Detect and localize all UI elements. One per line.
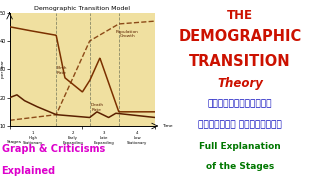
Text: Time: Time [163, 124, 173, 128]
Text: TRANSITION: TRANSITION [189, 54, 291, 69]
Y-axis label: Births and Deaths
per Thousand
per Year: Births and Deaths per Thousand per Year [0, 50, 5, 89]
Text: 3
Late
Expanding: 3 Late Expanding [93, 131, 114, 145]
Text: जनसांख्यिकीय: जनसांख्यिकीय [208, 99, 272, 108]
Text: Full Explanation: Full Explanation [199, 142, 281, 151]
Text: 4
Low
Stationary: 4 Low Stationary [127, 131, 147, 145]
Text: of the Stages: of the Stages [206, 162, 274, 171]
Text: Population
Growth: Population Growth [116, 30, 139, 38]
Text: संक्रमण सिद्धांत: संक्रमण सिद्धांत [198, 121, 282, 130]
Text: Death
Rate: Death Rate [90, 103, 104, 112]
Text: THE: THE [227, 9, 253, 22]
Text: 2
Early
Expanding: 2 Early Expanding [63, 131, 83, 145]
Text: DEMOGRAPHIC: DEMOGRAPHIC [178, 29, 302, 44]
Text: 1
High
Stationary: 1 High Stationary [23, 131, 43, 145]
Text: Explained: Explained [2, 166, 56, 176]
Text: Theory: Theory [217, 77, 263, 90]
Text: Graph & Criticisms: Graph & Criticisms [2, 144, 105, 154]
Text: Stages: Stages [6, 140, 21, 144]
Text: Birth
Rate: Birth Rate [57, 66, 67, 75]
Title: Demographic Transition Model: Demographic Transition Model [34, 6, 131, 11]
